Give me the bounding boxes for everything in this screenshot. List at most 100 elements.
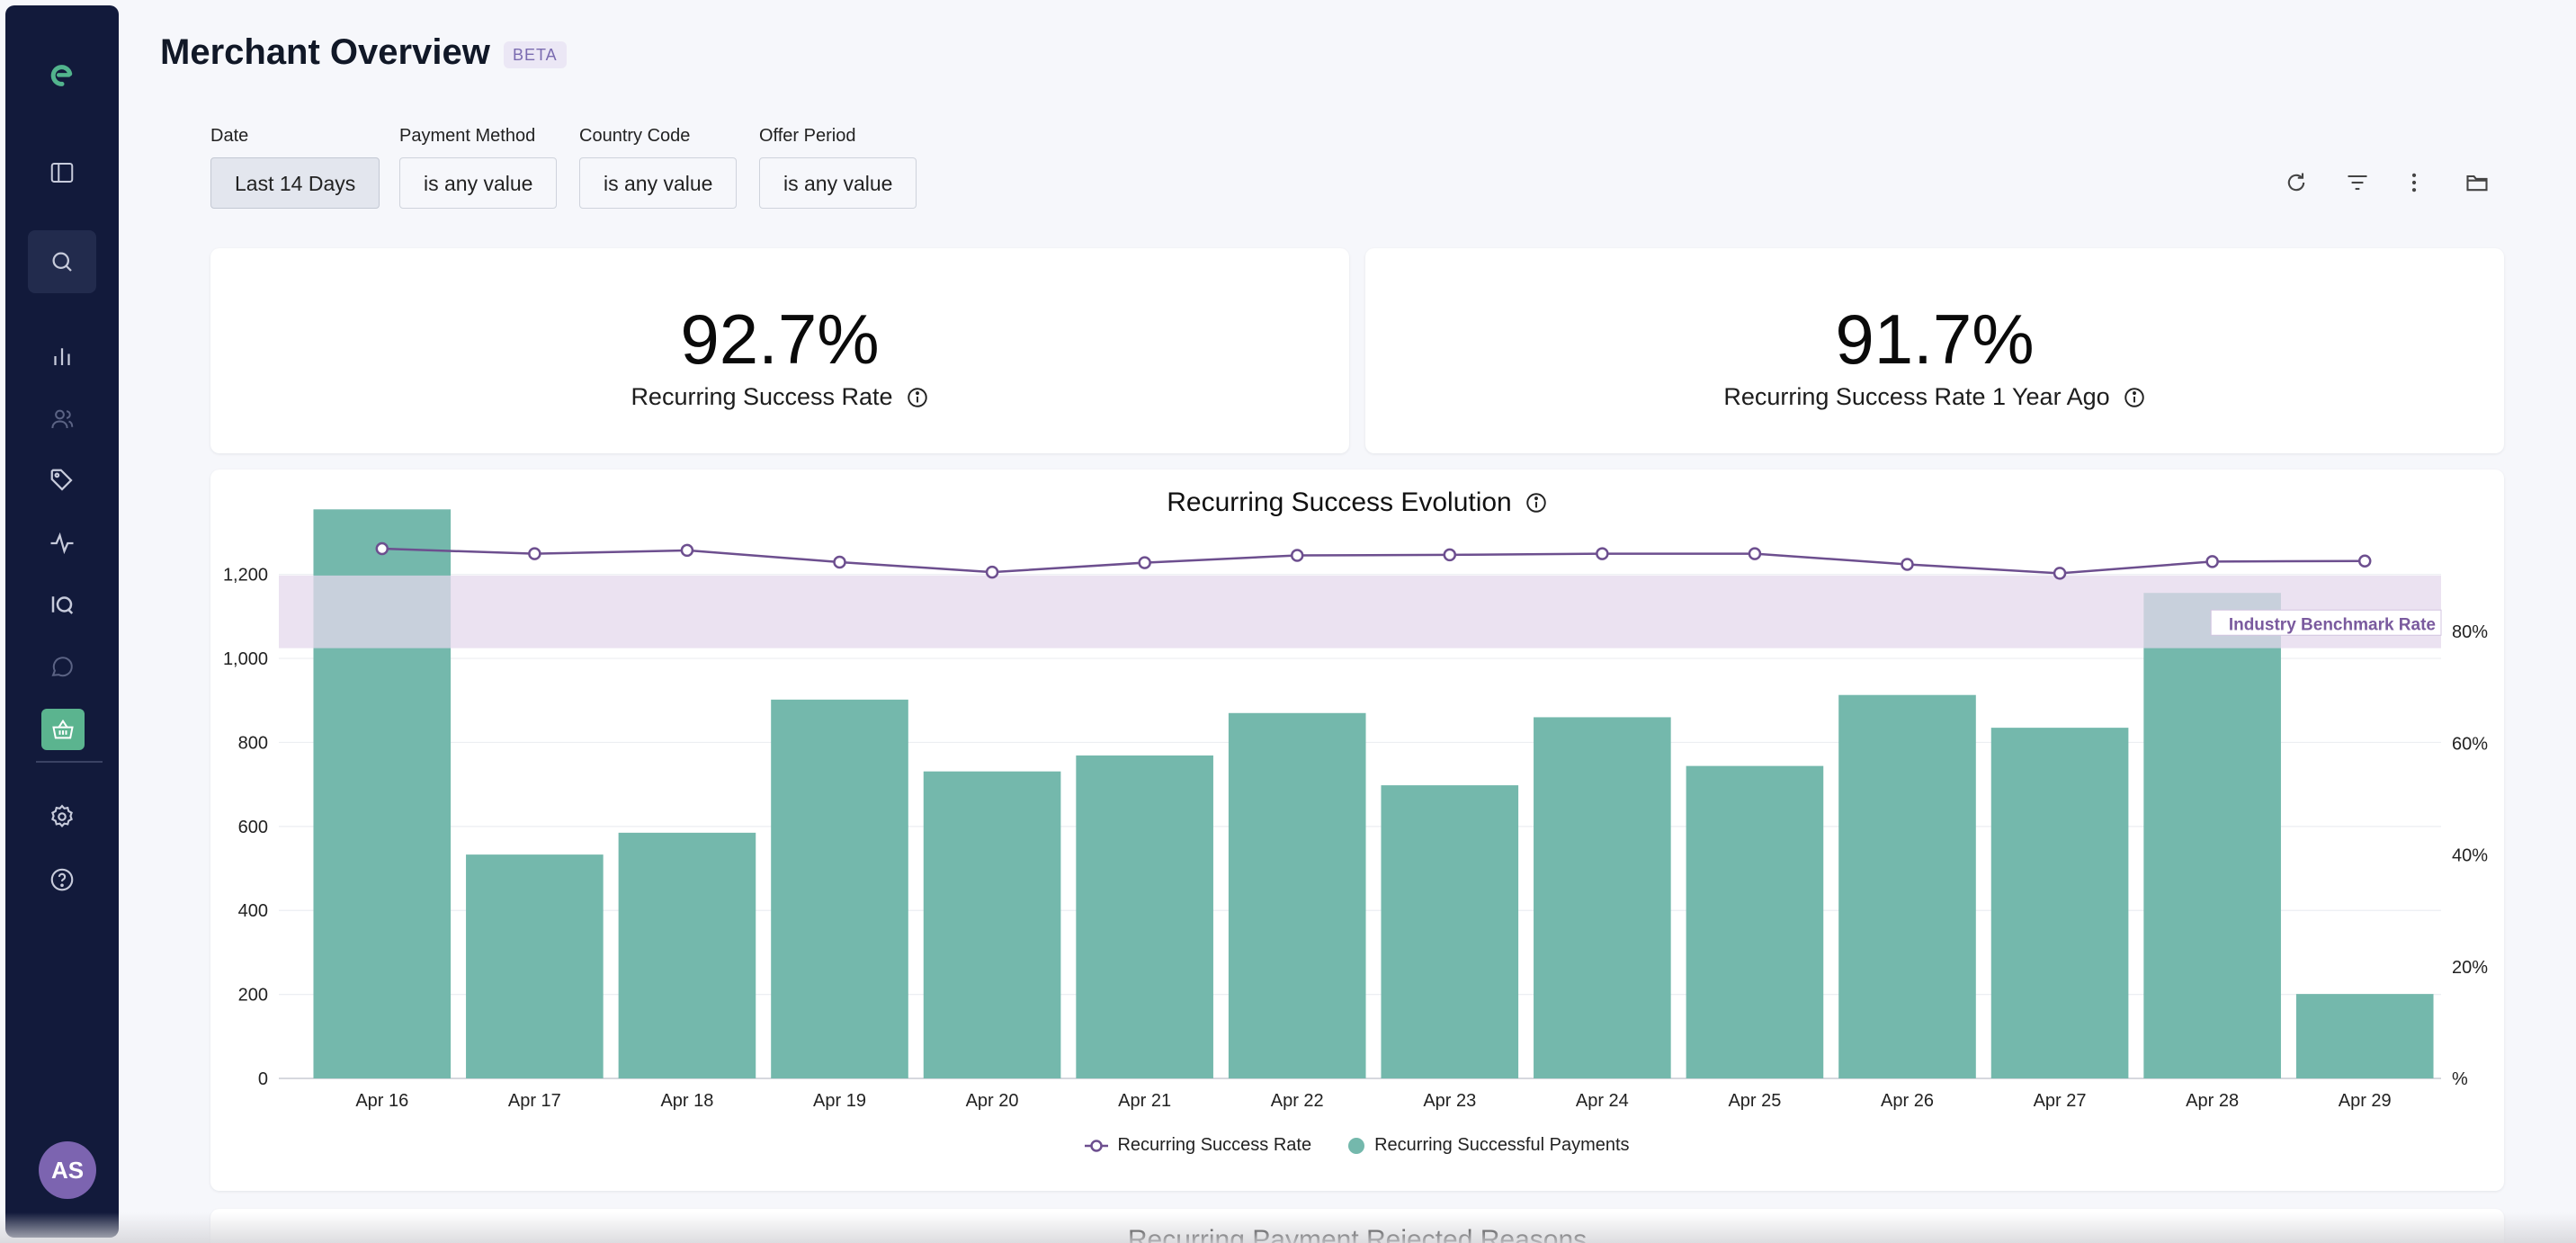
- offer-period-filter-button[interactable]: is any value: [759, 157, 917, 209]
- x-tick-label: Apr 20: [966, 1091, 1019, 1111]
- success-rate-point: [1596, 547, 1609, 560]
- y-right-tick-label: 80%: [2452, 622, 2488, 642]
- x-tick-label: Apr 21: [1118, 1091, 1171, 1111]
- chart-legend: Recurring Success Rate Recurring Success…: [210, 1135, 2504, 1156]
- y-left-tick-label: 400: [238, 901, 268, 921]
- info-icon[interactable]: [2123, 386, 2146, 409]
- country-code-filter-button[interactable]: is any value: [579, 157, 738, 209]
- chart-bar: [771, 699, 908, 1078]
- y-right-tick-label: %: [2452, 1069, 2468, 1089]
- y-right-tick-label: 20%: [2452, 958, 2488, 978]
- chart-bar: [2143, 593, 2281, 1078]
- success-rate-point: [1138, 556, 1151, 569]
- chart-bar: [1381, 785, 1519, 1078]
- filter-icon[interactable]: [2341, 166, 2374, 199]
- x-tick-label: Apr 23: [1423, 1091, 1476, 1111]
- iq-icon[interactable]: [30, 576, 94, 633]
- chat-icon[interactable]: [30, 639, 94, 696]
- chart-bar: [1990, 728, 2129, 1078]
- x-tick-label: Apr 24: [1576, 1091, 1629, 1111]
- info-icon[interactable]: [1525, 491, 1548, 514]
- success-rate-point: [1748, 547, 1762, 560]
- date-filter-button[interactable]: Last 14 Days: [210, 157, 380, 209]
- success-rate-point: [2053, 567, 2067, 580]
- y-left-tick-label: 200: [238, 986, 268, 1006]
- payment-method-filter-button[interactable]: is any value: [399, 157, 558, 209]
- success-rate-point: [2357, 554, 2372, 568]
- legend-line-marker-icon: [1085, 1139, 1109, 1152]
- y-left-tick-label: 1,000: [223, 649, 268, 669]
- chart-bar: [1838, 694, 1976, 1078]
- chart-bar: [1076, 755, 1213, 1078]
- y-left-tick-label: 600: [238, 818, 268, 837]
- x-tick-label: Apr 26: [1881, 1091, 1934, 1111]
- x-tick-label: Apr 29: [2339, 1091, 2392, 1111]
- kpi-card-success-rate-year-ago: 91.7% Recurring Success Rate 1 Year Ago: [1365, 248, 2504, 453]
- y-left-tick-label: 0: [258, 1069, 268, 1089]
- x-tick-label: Apr 25: [1728, 1091, 1781, 1111]
- x-tick-label: Apr 19: [813, 1091, 866, 1111]
- sidebar-divider: [36, 761, 103, 763]
- settings-icon[interactable]: [30, 788, 94, 845]
- refresh-icon[interactable]: [2280, 166, 2312, 199]
- avatar[interactable]: AS: [39, 1141, 96, 1199]
- chart-bar: [618, 832, 756, 1078]
- legend-label: Recurring Success Rate: [1117, 1135, 1312, 1155]
- page-title: Merchant Overview: [160, 32, 490, 72]
- legend-label: Recurring Successful Payments: [1374, 1135, 1630, 1155]
- users-icon[interactable]: [30, 390, 94, 448]
- sidebar-toggle-icon[interactable]: [30, 144, 94, 201]
- help-icon[interactable]: [30, 851, 94, 908]
- x-tick-label: Apr 16: [355, 1091, 408, 1111]
- y-left-tick-label: 1,200: [223, 566, 268, 586]
- activity-icon[interactable]: [30, 514, 94, 572]
- legend-item-success-rate[interactable]: Recurring Success Rate: [1085, 1135, 1311, 1156]
- success-rate-point: [833, 555, 846, 569]
- kpi-card-success-rate: 92.7% Recurring Success Rate: [210, 248, 1349, 453]
- success-rate-point: [2205, 555, 2219, 568]
- chart-title-row: Recurring Success Evolution: [210, 487, 2504, 518]
- success-rate-point: [528, 547, 541, 560]
- filter-label-country-code: Country Code: [579, 126, 691, 146]
- success-rate-point: [680, 543, 694, 558]
- chart-bar: [1686, 765, 1824, 1078]
- benchmark-band: [279, 575, 2441, 648]
- legend-bar-marker-icon: [1348, 1137, 1365, 1154]
- chart-title: Recurring Success Evolution: [1167, 487, 1512, 517]
- x-tick-label: Apr 17: [508, 1091, 561, 1111]
- folder-icon[interactable]: [2461, 166, 2493, 199]
- kpi-value: 91.7%: [1835, 300, 2035, 379]
- y-right-tick-label: 60%: [2452, 734, 2488, 754]
- kpi-value: 92.7%: [680, 300, 880, 379]
- success-rate-point: [1290, 549, 1304, 562]
- beta-badge: BETA: [504, 41, 567, 68]
- chart-bar: [1228, 712, 1366, 1078]
- more-vertical-icon[interactable]: [2398, 166, 2430, 199]
- success-rate-line: [381, 547, 2366, 575]
- benchmark-label-box: [2210, 609, 2442, 636]
- x-tick-label: Apr 22: [1271, 1091, 1324, 1111]
- y-left-tick-label: 800: [238, 733, 268, 753]
- kpi-label: Recurring Success Rate 1 Year Ago: [1723, 383, 2110, 410]
- legend-item-successful-payments[interactable]: Recurring Successful Payments: [1347, 1135, 1630, 1156]
- x-tick-label: Apr 28: [2186, 1091, 2239, 1111]
- chart-bar: [1534, 717, 1671, 1078]
- bar-chart-icon[interactable]: [30, 327, 94, 385]
- x-tick-label: Apr 18: [660, 1091, 713, 1111]
- filter-label-offer-period: Offer Period: [759, 126, 856, 146]
- success-rate-point: [1901, 558, 1914, 571]
- tag-icon[interactable]: [30, 452, 94, 509]
- kpi-label: Recurring Success Rate: [631, 383, 893, 410]
- search-icon[interactable]: [28, 230, 96, 293]
- kpi-label-row: Recurring Success Rate 1 Year Ago: [1365, 383, 2504, 411]
- info-icon[interactable]: [906, 386, 929, 409]
- chart-bar: [466, 854, 604, 1078]
- brand-logo-icon[interactable]: [30, 47, 94, 104]
- success-rate-point: [1443, 548, 1457, 562]
- chart-bar: [2295, 994, 2434, 1078]
- benchmark-label: Industry Benchmark Rate: [2229, 615, 2436, 634]
- basket-icon[interactable]: [41, 709, 85, 750]
- section-title: Recurring Payment Rejected Reasons: [1127, 1225, 1588, 1243]
- success-rate-point: [375, 541, 389, 556]
- x-tick-label: Apr 27: [2034, 1091, 2087, 1111]
